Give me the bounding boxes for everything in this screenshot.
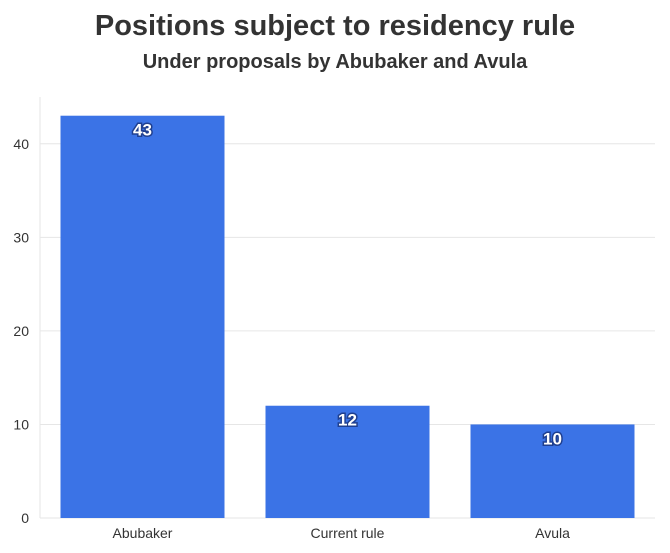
x-tick-label: Avula [535,525,570,541]
data-labels: 43 12 10 [132,119,564,450]
x-tick-label: Current rule [311,525,385,541]
y-tick-label: 40 [13,136,29,152]
chart-subtitle: Under proposals by Abubaker and Avula [142,51,528,73]
bar [60,115,225,518]
data-label: 43 [133,121,152,140]
x-axis-ticks: Abubaker Current rule Avula [113,525,571,541]
bar [470,424,635,518]
y-tick-label: 0 [21,510,29,526]
bar [265,405,430,518]
data-label: 10 [543,429,562,448]
data-label: 12 [338,411,357,430]
y-axis-ticks: 0 10 20 30 40 [13,136,29,526]
bars [60,115,635,518]
y-tick-label: 20 [13,323,29,339]
y-tick-label: 10 [13,416,29,432]
y-tick-label: 30 [13,229,29,245]
chart-title: Positions subject to residency rule [94,10,576,42]
x-tick-label: Abubaker [113,525,173,541]
